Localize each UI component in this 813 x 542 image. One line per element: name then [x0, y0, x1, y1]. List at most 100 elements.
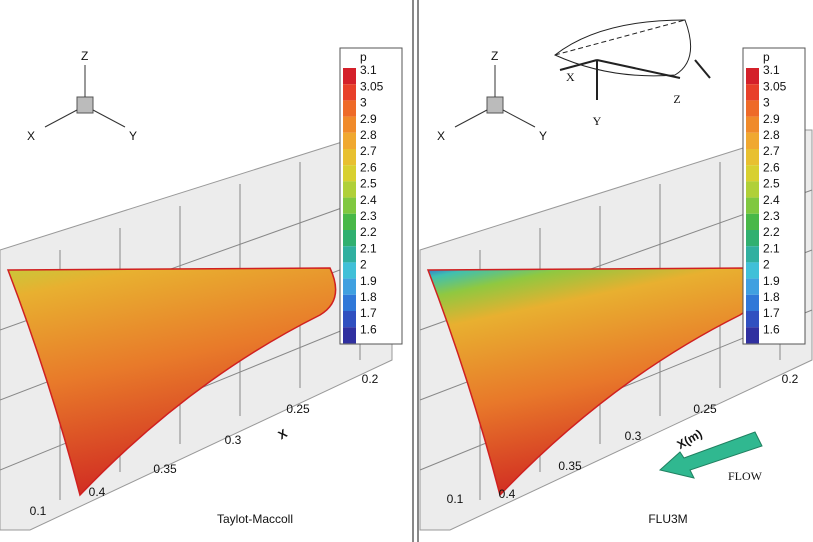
- legend-level: 2.7: [763, 144, 780, 158]
- legend-level: 2.6: [360, 160, 377, 174]
- legend-level: 2: [360, 258, 367, 272]
- flow-label: FLOW: [728, 469, 763, 483]
- legend-level: 3: [763, 96, 770, 110]
- legend-swatch: [343, 116, 356, 133]
- legend-swatch: [343, 311, 356, 328]
- legend-level: 2.5: [360, 177, 377, 191]
- legend-swatch: [343, 197, 356, 214]
- triad-axis: [454, 109, 488, 128]
- legend-swatch: [746, 327, 759, 344]
- inset-axis: [559, 59, 598, 71]
- legend-swatch: [343, 100, 356, 117]
- panel: Z X Y 0.1 0.4 0.35 0.3 0.25 0.2 X(m) FLU3M p3.1 3.05…: [419, 47, 813, 531]
- legend-level: 2.1: [360, 241, 377, 255]
- axis-tick-label: 0.3: [225, 433, 242, 447]
- inset-body: [554, 19, 692, 77]
- axis-tick-label: 0.25: [286, 402, 310, 416]
- legend-level: 3.1: [763, 63, 780, 77]
- legend-level: 2.1: [763, 241, 780, 255]
- axis-tick-label: 0.35: [153, 462, 177, 476]
- legend-level: 2.2: [763, 225, 780, 239]
- axis-tick-label: 0.2: [782, 372, 799, 386]
- legend-level: 1.8: [360, 290, 377, 304]
- legend-swatch: [746, 311, 759, 328]
- legend-swatch: [343, 84, 356, 101]
- legend-swatch: [746, 84, 759, 101]
- legend-level: 2.4: [360, 193, 377, 207]
- legend-swatch: [746, 278, 759, 295]
- legend-level: 1.8: [763, 290, 780, 304]
- legend-level: 2.9: [360, 112, 377, 126]
- surface: [6, 267, 337, 497]
- legend-swatch: [746, 197, 759, 214]
- legend-swatch: [746, 262, 759, 279]
- triad-label: Y: [129, 129, 137, 143]
- legend-swatch: [746, 181, 759, 198]
- legend-level: 3.05: [360, 79, 384, 93]
- legend-swatch: [746, 149, 759, 166]
- legend-swatch: [343, 213, 356, 230]
- inset-axis: [596, 59, 681, 79]
- legend-swatch: [343, 181, 356, 198]
- legend-swatch: [746, 230, 759, 247]
- triad-label: Z: [491, 49, 498, 63]
- flow-arrow: [658, 431, 763, 479]
- legend-swatch: [343, 165, 356, 182]
- legend-level: 2.3: [763, 209, 780, 223]
- axis-tick-label: 0.4: [89, 485, 106, 499]
- legend-swatch: [746, 100, 759, 117]
- legend-swatch: [343, 230, 356, 247]
- legend-swatch: [343, 132, 356, 149]
- legend-swatch: [343, 278, 356, 295]
- legend-level: 1.7: [360, 306, 377, 320]
- legend-level: 1.7: [763, 306, 780, 320]
- legend-level: 2.8: [360, 128, 377, 142]
- inset-arrow: [694, 59, 711, 79]
- panel: ZX Y0.10.40.350.30.250.2XTaylot-Maccollp3…: [0, 47, 403, 531]
- inset-label: X: [566, 70, 575, 84]
- axis-tick-label: 0.1: [30, 504, 47, 518]
- legend-level: 1.9: [763, 274, 780, 288]
- divider: [417, 0, 419, 542]
- caption: Taylot-Maccoll: [217, 512, 293, 526]
- legend-title: p: [360, 50, 367, 64]
- axis-tick-label: 0.35: [558, 459, 582, 473]
- legend-swatch: [746, 165, 759, 182]
- legend-swatch: [746, 68, 759, 85]
- triad-label: X: [27, 129, 35, 143]
- axis-tick-label: 0.1: [447, 492, 464, 506]
- inset-label: Y: [593, 114, 602, 128]
- legend-swatch: [746, 116, 759, 133]
- legend-level: 2.4: [763, 193, 780, 207]
- inset-line: [554, 19, 686, 56]
- legend-swatch: [343, 327, 356, 344]
- legend-level: 2.8: [763, 128, 780, 142]
- legend-level: 3: [360, 96, 367, 110]
- legend-swatch: [746, 246, 759, 263]
- legend-level: 2.3: [360, 209, 377, 223]
- legend-level: 2.7: [360, 144, 377, 158]
- triad-axis: [92, 109, 126, 128]
- triad-label: X: [437, 129, 445, 143]
- legend-swatch: [343, 246, 356, 263]
- triad-axis: [502, 109, 536, 128]
- legend-swatch: [746, 213, 759, 230]
- legend-swatch: [343, 294, 356, 311]
- caption: FLU3M: [648, 512, 687, 526]
- inset-label: Z: [673, 92, 680, 106]
- axis-label: X(m): [675, 427, 705, 452]
- legend-level: 3.1: [360, 63, 377, 77]
- legend-level: 2.5: [763, 177, 780, 191]
- legend-level: 1.6: [763, 322, 780, 336]
- triad-cube: [486, 96, 504, 114]
- triad-label: Z: [81, 49, 88, 63]
- axis-tick-label: 0.25: [693, 402, 717, 416]
- triad-axis: [44, 109, 78, 128]
- legend-level: 1.6: [360, 322, 377, 336]
- legend-swatch: [746, 294, 759, 311]
- legend-level: 2.2: [360, 225, 377, 239]
- legend-swatch: [343, 149, 356, 166]
- axis-tick-label: 0.2: [362, 372, 379, 386]
- legend-swatch: [746, 132, 759, 149]
